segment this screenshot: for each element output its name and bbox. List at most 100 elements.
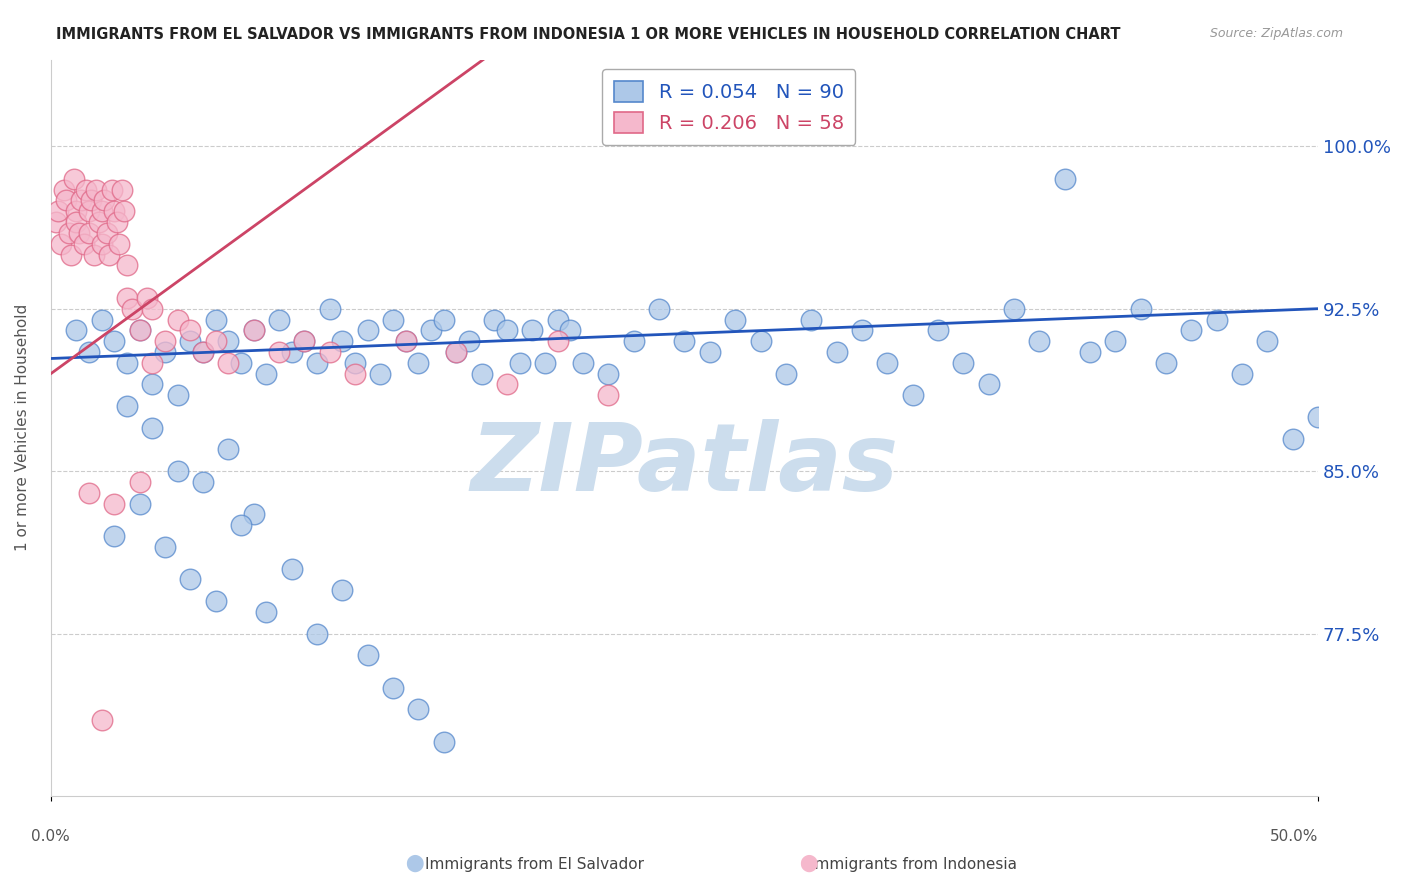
Point	[204, 334, 226, 348]
Point	[141, 301, 163, 316]
Point	[547, 312, 569, 326]
Point	[318, 345, 340, 359]
Point	[166, 464, 188, 478]
Point	[52, 183, 75, 197]
Point	[534, 356, 557, 370]
Point	[217, 334, 239, 348]
Point	[90, 713, 112, 727]
Point	[699, 345, 721, 359]
Point	[136, 291, 159, 305]
Point	[673, 334, 696, 348]
Point	[343, 367, 366, 381]
Point	[73, 236, 96, 251]
Point	[90, 236, 112, 251]
Point	[45, 215, 67, 229]
Point	[305, 626, 328, 640]
Point	[115, 356, 138, 370]
Point	[1002, 301, 1025, 316]
Point	[560, 323, 582, 337]
Point	[446, 345, 468, 359]
Point	[471, 367, 494, 381]
Point	[433, 312, 456, 326]
Point	[623, 334, 645, 348]
Text: Immigrants from Indonesia: Immigrants from Indonesia	[810, 857, 1018, 872]
Point	[382, 681, 405, 695]
Point	[370, 367, 392, 381]
Point	[1256, 334, 1278, 348]
Point	[179, 334, 201, 348]
Point	[242, 323, 264, 337]
Point	[267, 312, 290, 326]
Point	[103, 497, 125, 511]
Point	[408, 702, 430, 716]
Point	[952, 356, 974, 370]
Point	[254, 605, 277, 619]
Point	[382, 312, 405, 326]
Point	[128, 323, 150, 337]
Point	[179, 573, 201, 587]
Point	[191, 345, 214, 359]
Point	[977, 377, 1000, 392]
Point	[60, 247, 83, 261]
Point	[217, 356, 239, 370]
Point	[191, 345, 214, 359]
Point	[749, 334, 772, 348]
Point	[496, 377, 519, 392]
Point	[111, 183, 134, 197]
Point	[254, 367, 277, 381]
Point	[1308, 409, 1330, 424]
Point	[128, 475, 150, 489]
Point	[141, 377, 163, 392]
Point	[229, 356, 252, 370]
Point	[121, 301, 143, 316]
Point	[90, 312, 112, 326]
Point	[433, 735, 456, 749]
Point	[825, 345, 848, 359]
Point	[65, 204, 87, 219]
Point	[153, 334, 176, 348]
Point	[55, 194, 77, 208]
Point	[153, 345, 176, 359]
Point	[395, 334, 418, 348]
Point	[128, 497, 150, 511]
Point	[1180, 323, 1202, 337]
Point	[83, 247, 105, 261]
Point	[141, 421, 163, 435]
Point	[724, 312, 747, 326]
Point	[103, 204, 125, 219]
Point	[648, 301, 671, 316]
Point	[86, 183, 108, 197]
Point	[775, 367, 797, 381]
Point	[77, 485, 100, 500]
Point	[96, 226, 118, 240]
Point	[800, 312, 823, 326]
Point	[927, 323, 949, 337]
Text: ⬤: ⬤	[799, 855, 818, 872]
Point	[280, 345, 302, 359]
Point	[242, 508, 264, 522]
Point	[112, 204, 135, 219]
Point	[547, 334, 569, 348]
Point	[166, 388, 188, 402]
Point	[77, 345, 100, 359]
Point	[876, 356, 898, 370]
Point	[509, 356, 531, 370]
Point	[522, 323, 544, 337]
Point	[103, 529, 125, 543]
Point	[1129, 301, 1152, 316]
Point	[420, 323, 443, 337]
Point	[1230, 367, 1253, 381]
Point	[1078, 345, 1101, 359]
Point	[108, 236, 131, 251]
Point	[1205, 312, 1227, 326]
Point	[292, 334, 315, 348]
Point	[484, 312, 506, 326]
Point	[356, 323, 378, 337]
Point	[75, 183, 97, 197]
Point	[446, 345, 468, 359]
Point	[901, 388, 924, 402]
Point	[356, 648, 378, 663]
Point	[267, 345, 290, 359]
Point	[229, 518, 252, 533]
Point	[93, 194, 115, 208]
